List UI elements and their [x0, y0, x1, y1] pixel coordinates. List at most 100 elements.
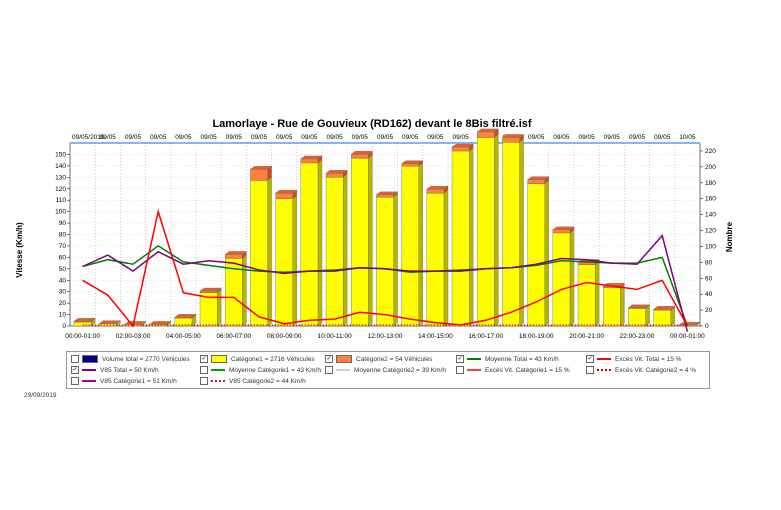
legend-item[interactable]: V85 Catégorie1 = 51 Km/h	[71, 376, 177, 386]
bar-cat2	[250, 169, 268, 181]
bar-cat1	[451, 150, 470, 327]
y-axis-left-label: Vitesse (Km/h)	[15, 222, 24, 278]
bar-cat2	[401, 163, 419, 167]
legend-item[interactable]: ✓ Catégorie2 = 54 Véhicules	[325, 354, 432, 364]
y-left-tick-label: 60	[59, 254, 67, 261]
top-date-label: 09/05	[251, 134, 268, 141]
legend-checkbox[interactable]	[586, 366, 594, 374]
bar-cat1-side	[368, 154, 373, 327]
top-date-label: 09/05	[125, 134, 142, 141]
bar-cat2	[225, 254, 243, 259]
bar-cat2	[325, 173, 344, 178]
legend-swatch	[82, 369, 96, 371]
top-date-label: 09/05	[200, 134, 217, 141]
bar-cat1-side	[469, 147, 474, 327]
top-date-label: 09/05	[352, 134, 369, 141]
legend-checkbox[interactable]: ✓	[456, 355, 464, 363]
bar-cat1-side	[595, 261, 600, 327]
bar-cat1-side	[645, 305, 650, 327]
x-tick-label: 18:00-19:00	[519, 333, 554, 340]
legend-swatch	[467, 369, 481, 371]
legend-checkbox[interactable]: ✓	[200, 355, 208, 363]
legend-item[interactable]: ✓ Excès Vit. Total = 15 %	[586, 354, 681, 364]
bar-cat2	[426, 188, 445, 194]
bar-cat1	[426, 192, 445, 327]
y-right-tick-label: 100	[705, 243, 716, 250]
legend-item[interactable]: Excès Vit. Catégorie1 = 15 %	[456, 365, 570, 375]
legend-swatch	[336, 355, 352, 363]
y-left-tick-label: 130	[55, 174, 66, 181]
x-tick-label: 02:00-03:00	[116, 333, 151, 340]
bar-top-face	[98, 320, 121, 324]
bar-top-face	[451, 143, 474, 148]
legend-checkbox[interactable]: ✓	[586, 355, 594, 363]
bar-cat1-side	[620, 284, 625, 327]
legend-checkbox[interactable]: ✓	[71, 366, 79, 374]
legend-checkbox[interactable]: ✓	[325, 355, 333, 363]
legend-checkbox[interactable]	[71, 355, 79, 363]
legend-swatch	[82, 380, 96, 382]
legend-label: Excès Vit. Catégorie1 = 15 %	[485, 366, 570, 374]
bar-cat1	[250, 180, 268, 327]
plot-area: 0 10 20 30 40 50 60 70 80 90 100 110 120 130 140 150 0 20…	[55, 128, 716, 340]
y-left-tick-label: 150	[55, 151, 66, 158]
bar-top-face	[350, 150, 373, 155]
legend-item[interactable]: Moyenne Catégorie1 = 43 Km/h	[200, 365, 321, 375]
bar-cat1-side	[292, 195, 297, 327]
y-left-tick-label: 40	[59, 277, 67, 284]
y-left-tick-label: 10	[59, 312, 67, 319]
bar-cat2	[376, 194, 394, 198]
legend-swatch	[336, 369, 350, 371]
legend-checkbox[interactable]	[325, 366, 333, 374]
bar-top-face	[375, 191, 399, 195]
bar-cat1-side	[267, 177, 272, 327]
bar-cat2	[351, 153, 369, 159]
top-date-label: 09/05	[427, 134, 444, 141]
chart-title: Lamorlaye - Rue de Gouvieux (RD162) deva…	[212, 118, 531, 130]
legend-swatch	[597, 369, 611, 371]
y-axis-right-label: Nombre	[725, 221, 734, 252]
x-tick-label: 22:00-23:00	[620, 333, 655, 340]
series-line	[82, 208, 689, 328]
bar-cat2	[275, 192, 293, 199]
legend-checkbox[interactable]	[456, 366, 464, 374]
legend-item[interactable]: Excès Vit. Catégorie2 = 4 %	[586, 365, 696, 375]
y-left-tick-label: 90	[59, 220, 67, 227]
y-left-tick-label: 70	[59, 243, 67, 250]
bar-cat2	[451, 146, 470, 152]
bar-top-face	[224, 251, 247, 255]
top-date-label: 09/05	[326, 134, 343, 141]
legend-checkbox[interactable]	[200, 377, 208, 385]
legend-item[interactable]: Volume total = 2770 Véhicules	[71, 354, 190, 364]
footer-date: 29/09/2019	[24, 392, 57, 399]
bar-top-face	[249, 166, 273, 170]
legend-swatch	[597, 358, 611, 360]
bar-top-face	[627, 304, 651, 308]
legend-item[interactable]: V85 Catégorie2 = 44 Km/h	[200, 376, 306, 386]
legend-item[interactable]: ✓ V85 Total = 50 Km/h	[71, 365, 159, 375]
y-left-tick-label: 30	[59, 289, 67, 296]
x-tick-label: 16:00-17:00	[468, 333, 503, 340]
bar-top-face	[426, 185, 449, 190]
legend-swatch	[211, 369, 225, 371]
bar-cat1-side	[670, 306, 675, 327]
top-date-label: 09/05	[402, 134, 419, 141]
bar-cat1-side	[393, 193, 398, 327]
y-right-tick-label: 180	[705, 180, 716, 187]
legend-item[interactable]: ✓ Moyenne Total = 43 Km/h	[456, 354, 559, 364]
y-right-tick-label: 140	[705, 212, 716, 219]
legend-label: Volume total = 2770 Véhicules	[102, 355, 190, 363]
y-right-tick-label: 120	[705, 228, 716, 235]
legend-checkbox[interactable]	[71, 377, 79, 385]
y-right-tick-label: 80	[705, 259, 713, 266]
legend-checkbox[interactable]	[200, 366, 208, 374]
legend-item[interactable]: Moyenne Catégorie2 = 39 Km/h	[325, 365, 446, 375]
bar-top-face	[199, 287, 222, 292]
x-tick-label: 12:00-13:00	[368, 333, 403, 340]
legend-label: Moyenne Catégorie1 = 43 Km/h	[229, 366, 321, 374]
bar-top-face	[73, 318, 96, 322]
bar-cat1	[653, 309, 671, 327]
bar-top-face	[501, 134, 525, 138]
legend-item[interactable]: ✓ Catégorie1 = 2716 Véhicules	[200, 354, 315, 364]
